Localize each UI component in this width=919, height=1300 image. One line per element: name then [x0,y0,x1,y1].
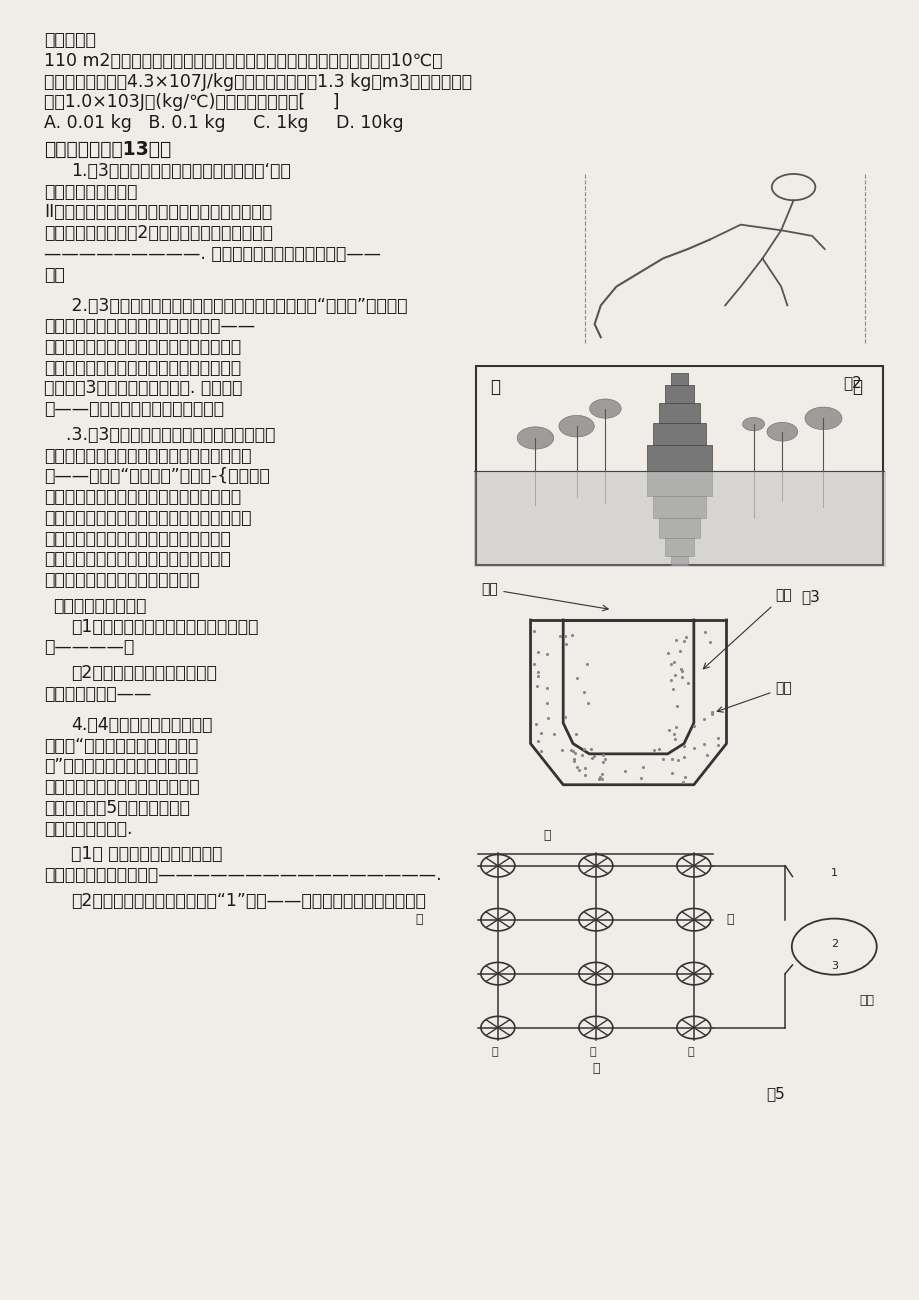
Text: 电，夏天无法用电冰筱保鲜食物，当地人发明: 电，夏天无法用电冰筱保鲜食物，当地人发明 [44,447,251,465]
Text: 由内罐和外罐组成，两罐之问填满潮湿的沙: 由内罐和外罐组成，两罐之问填满潮湿的沙 [44,489,241,506]
Text: 的规定“红灯停、绻灯行、黄灯预: 的规定“红灯停、绻灯行、黄灯预 [44,737,198,755]
Text: 已知柴油的热値为4.3×107J/kg，空气的密度约为1.3 kg／m3，空气的比热: 已知柴油的热値为4.3×107J/kg，空气的密度约为1.3 kg／m3，空气的… [44,73,471,91]
Text: 2.（3分）小明同学暑假去旅游，在避暑山庄他看到“烟雨楼”在水面上: 2.（3分）小明同学暑假去旅游，在避暑山庄他看到“烟雨楼”在水面上 [44,296,407,315]
Text: 外罐之间的沙子上洒些水，这样对内罐中: 外罐之间的沙子上洒些水，这样对内罐中 [44,550,231,568]
Text: 住房面积约: 住房面积约 [44,31,96,49]
Text: II足够长的透明塑料软管的两端靠在墙面的不同地: II足够长的透明塑料软管的两端靠在墙面的不同地 [44,203,272,221]
Text: 洒些水，目的是——: 洒些水，目的是—— [44,685,151,703]
Text: 1.（3分）在装修房屋时，工人师傍常用‘根灸: 1.（3分）在装修房屋时，工人师傍常用‘根灸 [72,162,290,179]
Text: （1）将它放在干燥、通风的地方，目的: （1）将它放在干燥、通风的地方，目的 [72,618,258,636]
Text: 二、填空题（內13分）: 二、填空题（內13分） [44,140,171,159]
Text: 的食物可以起到一定的保鲜作用。: 的食物可以起到一定的保鲜作用。 [44,571,199,589]
Text: （2）当单刀多掷开关接通位置“1”时，——～灯发光，发光的各灯采用: （2）当单刀多掷开关接通位置“1”时，——～灯发光，发光的各灯采用 [72,892,425,910]
Text: 出——侧是真实景物在水中的倒影。: 出——侧是真实景物在水中的倒影。 [44,400,223,419]
Text: 并回答下面的问题.: 并回答下面的问题. [44,819,132,837]
Text: （1） 规定红灯发出的光作为交: （1） 规定红灯发出的光作为交 [72,845,222,863]
Text: 有水（水中无气泡）: 有水（水中无气泡） [44,183,137,200]
Text: 子。使用时将食物放在内罐，罐口盖上湿布，: 子。使用时将食物放在内罐，罐口盖上湿布， [44,508,251,526]
Text: .3.（3分）住在非洲沙漠的居民，由于没有: .3.（3分）住在非洲沙漠的居民，由于没有 [44,426,275,445]
Text: 根据上文，请回答：: 根据上文，请回答： [53,597,146,615]
Text: （2）经常向两罐之间的沙子上: （2）经常向两罐之间的沙子上 [72,664,217,683]
Text: 4.（4分）按照我旧交通管理: 4.（4分）按照我旧交通管理 [72,716,212,734]
Text: —————————. 在做标记时用到的物理知识是——: —————————. 在做标记时用到的物理知识是—— [44,244,380,263]
Text: 备”，小刚在科技活动中设计了一: 备”，小刚在科技活动中设计了一 [44,758,198,775]
Text: 是————。: 是————。 [44,638,134,656]
Text: A. 0.01 kg   B. 0.1 kg     C. 1kg     D. 10kg: A. 0.01 kg B. 0.1 kg C. 1kg D. 10kg [44,114,403,133]
Text: 成像而形成的。小明用照相机记录了，这些: 成像而形成的。小明用照相机记录了，这些 [44,338,241,356]
Text: 个实验电路，用以模拟十字路口的: 个实验电路，用以模拟十字路口的 [44,779,199,796]
Text: 了——种简易“沙漠冰筱”，如图-{所示。它: 了——种简易“沙漠冰筱”，如图-{所示。它 [44,468,269,485]
Text: 红绻灯，如图5所示。请你分析: 红绻灯，如图5所示。请你分析 [44,800,189,816]
Text: 映出了美丽的倒影，这主要地由于光的——: 映出了美丽的倒影，这主要地由于光的—— [44,317,255,335]
Text: 放在干燥、通风的地方，并经常向内罐和: 放在干燥、通风的地方，并经常向内罐和 [44,529,231,547]
Text: 110 m2，若将住房的门窗关闭好，用燃烧柴油来取暖，并使室温升高10℃，: 110 m2，若将住房的门窗关闭好，用燃烧柴油来取暖，并使室温升高10℃， [44,52,442,70]
Text: 方并做出标记，如图2所示。他们这样做的目的是: 方并做出标记，如图2所示。他们这样做的目的是 [44,224,273,242]
Text: 图5: 图5 [766,1087,784,1101]
Text: 图2: 图2 [843,376,861,390]
Text: 通的停止信号，填原因是————————————————.: 通的停止信号，填原因是————————————————. [44,866,441,884]
Text: 美景。但是当他从冲洗部取出照片时，发现: 美景。但是当他从冲洗部取出照片时，发现 [44,359,241,377]
Text: 图3: 图3 [800,589,820,604]
Text: 容为1.0×103J／(kg/℃)，所需的柴油约为[     ]: 容为1.0×103J／(kg/℃)，所需的柴油约为[ ] [44,94,339,112]
Text: 一。: 一。 [44,265,64,283]
Text: 照片如图3所示，经过仔细辨别. 他才确认: 照片如图3所示，经过仔细辨别. 他才确认 [44,380,242,398]
